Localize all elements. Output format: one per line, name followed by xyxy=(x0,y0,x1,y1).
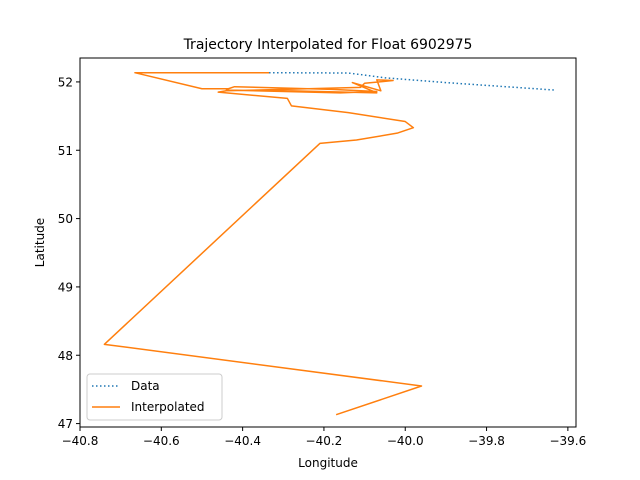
y-tick-label: 50 xyxy=(58,212,73,226)
y-axis-label: Latitude xyxy=(33,218,47,267)
chart-title: Trajectory Interpolated for Float 690297… xyxy=(183,37,473,53)
y-tick-label: 51 xyxy=(58,144,73,158)
y-tick-label: 48 xyxy=(58,349,73,363)
legend-label-data: Data xyxy=(131,379,160,393)
y-tick-label: 52 xyxy=(58,75,73,89)
series-line-interpolated xyxy=(103,71,423,416)
x-tick-label: −40.2 xyxy=(306,434,343,448)
x-axis-label: Longitude xyxy=(298,456,358,470)
x-tick-label: −39.6 xyxy=(549,434,586,448)
axes-frame xyxy=(79,57,577,428)
x-tick-label: −40.8 xyxy=(62,434,99,448)
axes-background xyxy=(80,58,576,427)
series-layer xyxy=(103,71,556,416)
y-tick-label: 49 xyxy=(58,280,73,294)
x-axis-ticks: −40.8 −40.6 −40.4 −40.2 −40.0 −39.8 −39.6 xyxy=(62,427,586,448)
x-tick-label: −39.8 xyxy=(468,434,505,448)
x-tick-label: −40.6 xyxy=(143,434,180,448)
plot-area xyxy=(79,57,577,428)
legend-box xyxy=(86,373,223,421)
y-tick-label: 47 xyxy=(58,417,73,431)
legend: Data Interpolated xyxy=(86,373,223,421)
legend-label-interpolated: Interpolated xyxy=(131,400,205,414)
x-tick-label: −40.0 xyxy=(387,434,424,448)
x-tick-label: −40.4 xyxy=(224,434,261,448)
y-axis-ticks: 47 48 49 50 51 52 xyxy=(58,75,80,431)
